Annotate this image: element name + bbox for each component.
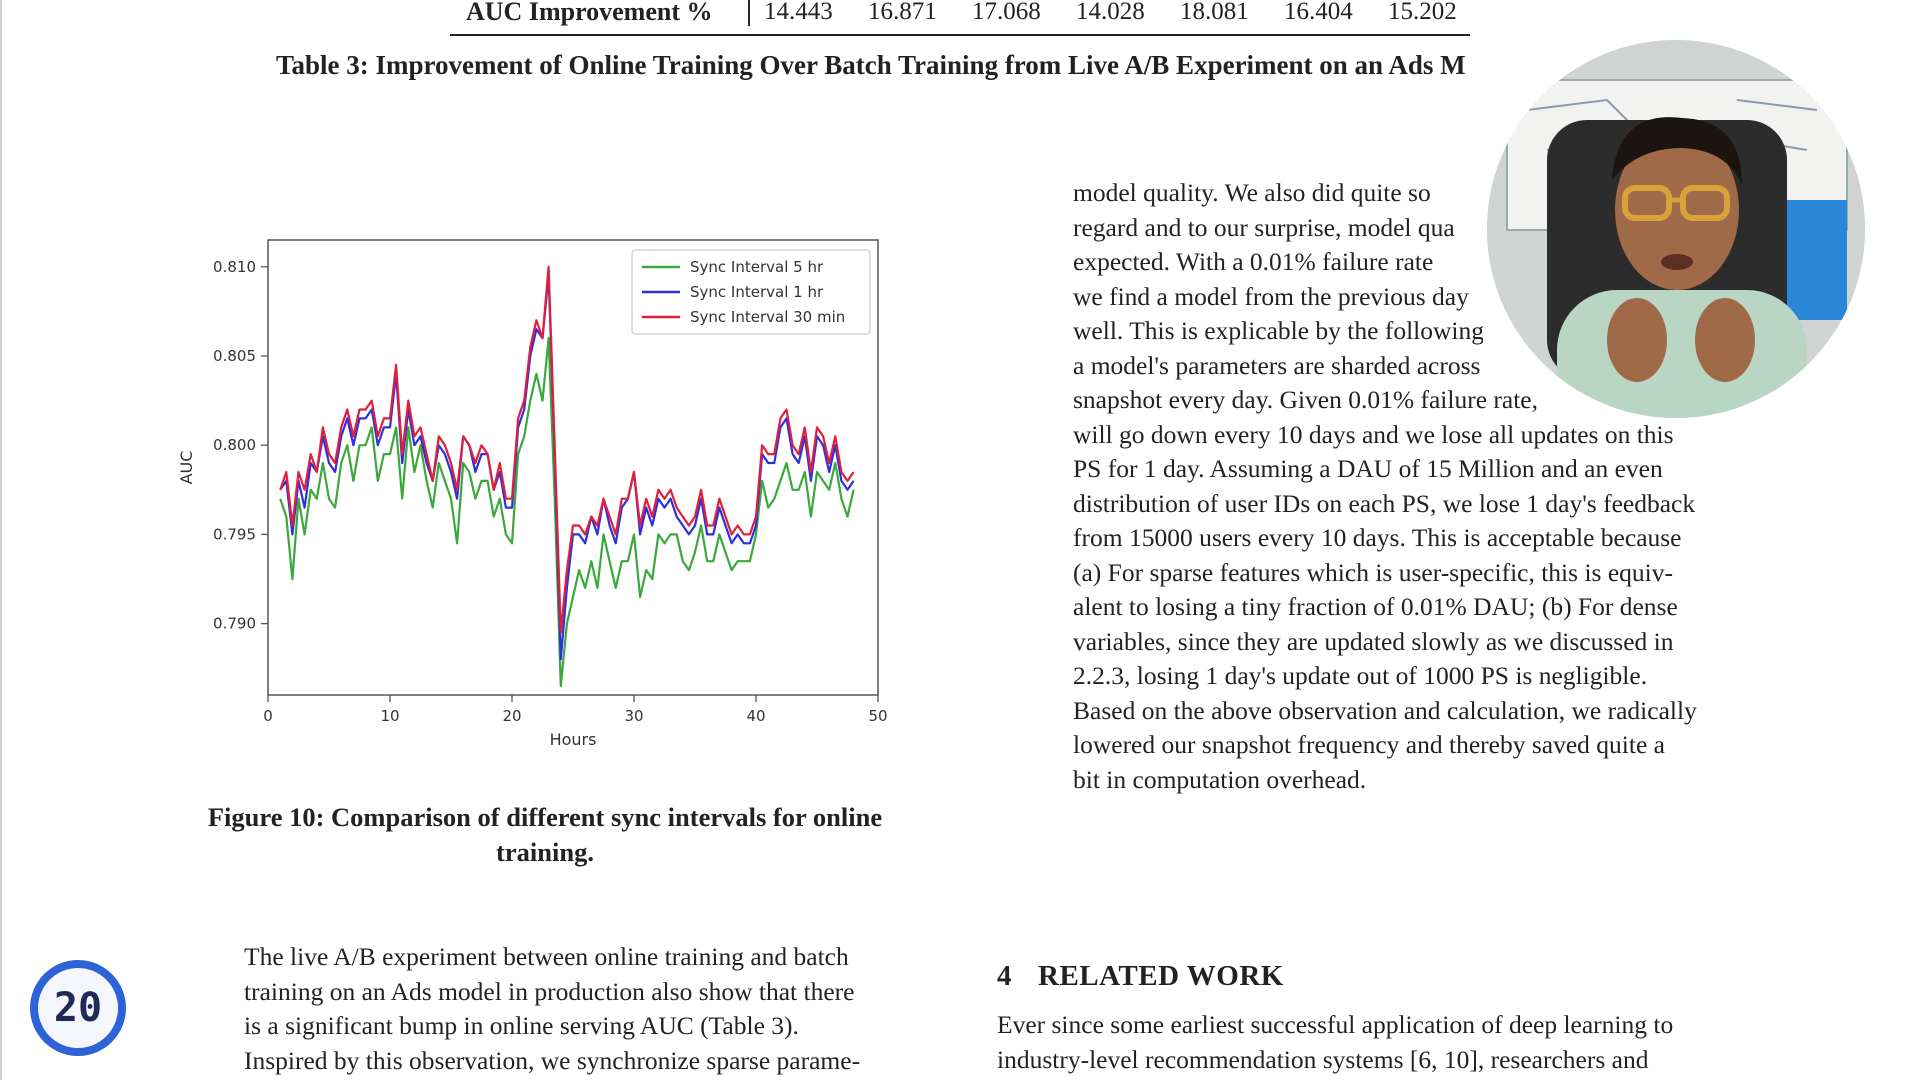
sync-interval-auc-chart: 0 10 20 30 40 50 0.790 0.795 0.800 0.805 0.810 Hour… xyxy=(177,239,888,749)
y-tick-label: 0.800 xyxy=(213,436,256,454)
auc-value: 18.081 xyxy=(1180,0,1249,25)
text-line: Inspired by this observation, we synchro… xyxy=(244,1045,861,1075)
x-tick-label: 0 xyxy=(263,707,273,725)
auc-value: 15.202 xyxy=(1388,0,1457,25)
text-line: industry-level recommendation systems [6… xyxy=(997,1044,1649,1074)
text-line: from 15000 users every 10 days. This is … xyxy=(1073,523,1682,552)
text-line: training on an Ads model in production a… xyxy=(244,976,855,1006)
related-work-paragraph: Ever since some earliest successful appl… xyxy=(997,1008,1752,1077)
counter-number: 20 xyxy=(53,985,103,1031)
text-line: 2.2.3, losing 1 day's update out of 1000… xyxy=(1073,661,1648,690)
text-line: lowered our snapshot frequency and there… xyxy=(1073,730,1665,759)
table-caption: Table 3: Improvement of Online Training … xyxy=(276,50,1466,80)
presenter-video-frame xyxy=(1487,40,1865,418)
presenter-webcam-overlay xyxy=(1487,40,1865,418)
plot-frame xyxy=(267,239,879,696)
x-tick-label: 10 xyxy=(380,707,399,725)
text-line: model quality. We also did quite so xyxy=(1073,178,1431,207)
counter-face: 20 xyxy=(38,968,118,1048)
section-heading: 4 RELATED WORK xyxy=(997,960,1284,993)
text-line: will go down every 10 days and we lose a… xyxy=(1073,419,1674,449)
text-line: is a significant bump in online serving … xyxy=(244,1011,799,1040)
text-line: (a) For sparse features which is user-sp… xyxy=(1073,557,1673,587)
table-column-separator xyxy=(748,0,750,26)
right-column-text: model quality. We also did quite so regar… xyxy=(1073,176,1751,797)
text-line: bit in computation overhead. xyxy=(1073,764,1367,794)
legend-label: Sync Interval 1 hr xyxy=(690,283,824,301)
auc-value: 14.443 xyxy=(764,0,833,25)
x-axis-label: Hours xyxy=(550,730,597,749)
x-tick-label: 50 xyxy=(868,707,887,725)
text-line: expected. With a 0.01% failure rate xyxy=(1073,247,1434,276)
auc-improvement-table-row: AUC Improvement % 14.443 16.871 17.068 1… xyxy=(450,0,1470,36)
figure-caption: Figure 10: Comparison of different sync … xyxy=(207,802,883,867)
text-line: alent to losing a tiny fraction of 0.01%… xyxy=(1073,592,1678,621)
text-line: The live A/B experiment between online t… xyxy=(244,942,849,971)
text-line: we find a model from the previous day xyxy=(1073,281,1469,311)
y-tick-label: 0.810 xyxy=(213,258,256,276)
legend-label: Sync Interval 5 hr xyxy=(690,258,824,276)
y-axis-label: AUC xyxy=(177,451,196,485)
auc-value: 16.871 xyxy=(868,0,937,25)
legend-box xyxy=(631,249,871,335)
y-tick-label: 0.790 xyxy=(213,615,256,633)
text-line: snapshot every day. Given 0.01% failure … xyxy=(1073,385,1538,414)
series-line xyxy=(279,337,855,688)
auc-value: 16.404 xyxy=(1284,0,1353,25)
auc-value: 14.028 xyxy=(1076,0,1145,25)
text-line: well. This is explicable by the followin… xyxy=(1073,316,1483,345)
text-line: Based on the above observation and calcu… xyxy=(1073,695,1697,725)
section-title: RELATED WORK xyxy=(1038,960,1284,992)
text-line: variables, since they are updated slowly… xyxy=(1073,626,1674,656)
text-line: PS for 1 day. Assuming a DAU of 15 Milli… xyxy=(1073,454,1663,483)
timer-counter-badge: 20 xyxy=(30,960,126,1056)
y-tick-label: 0.805 xyxy=(213,347,256,365)
left-column-paragraph: The live A/B experiment between online t… xyxy=(244,940,934,1078)
text-line: Ever since some earliest successful appl… xyxy=(997,1010,1674,1039)
legend-label: Sync Interval 30 min xyxy=(690,308,845,326)
text-line: a model's parameters are sharded across xyxy=(1073,350,1481,380)
text-line: regard and to our surprise, model qua xyxy=(1073,212,1455,242)
y-tick-label: 0.795 xyxy=(213,525,256,543)
series-line xyxy=(279,265,855,634)
section-number: 4 xyxy=(997,960,1012,992)
text-line: distribution of user IDs on each PS, we … xyxy=(1073,488,1696,518)
x-tick-label: 40 xyxy=(746,707,765,725)
auc-value: 17.068 xyxy=(972,0,1041,25)
page-edge xyxy=(0,0,2,1080)
x-tick-label: 30 xyxy=(624,707,643,725)
x-tick-label: 20 xyxy=(502,707,521,725)
auc-row-label: AUC Improvement % xyxy=(466,0,713,26)
